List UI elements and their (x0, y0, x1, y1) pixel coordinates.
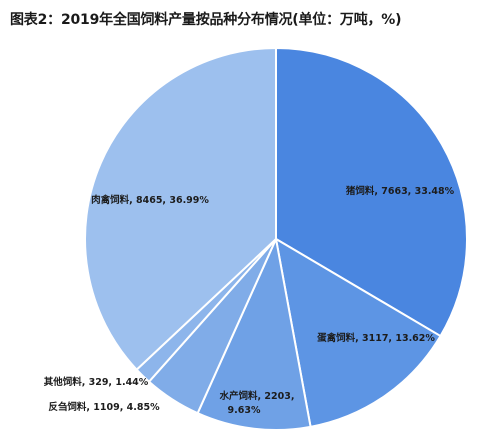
pie-slice (84, 46, 277, 372)
slice-label: 猪饲料, 7663, 33.48% (345, 185, 455, 197)
chart-title: 图表2：2019年全国饲料产量按品种分布情况(单位：万吨，%) (10, 12, 402, 28)
slice-label: 肉禽饲料, 8465, 36.99% (91, 194, 209, 206)
slice-label: 其他饲料, 329, 1.44% (44, 376, 149, 388)
pie-slice (196, 235, 312, 431)
slice-label: 蛋禽饲料, 3117, 13.62% (317, 332, 435, 344)
slice-label: 9.63% (228, 405, 261, 416)
slice-label: 反刍饲料, 1109, 4.85% (48, 401, 160, 413)
pie-slice (275, 46, 468, 338)
slice-label: 水产饲料, 2203, (220, 390, 295, 402)
pie-slice (274, 237, 442, 429)
